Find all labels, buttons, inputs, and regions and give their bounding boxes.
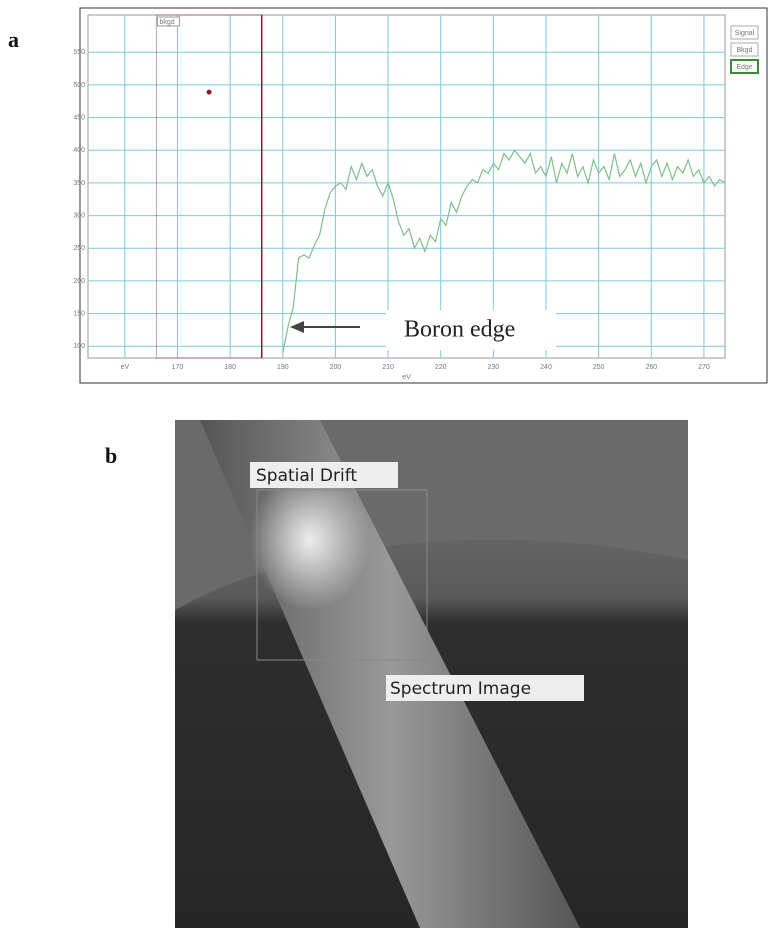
y-tick-label: 450: [73, 114, 85, 121]
x-axis-title: eV: [402, 374, 411, 381]
x-tick-label: 270: [698, 364, 710, 371]
label-bg: [250, 462, 398, 488]
y-tick-label: 350: [73, 180, 85, 187]
marker: [206, 89, 212, 95]
y-tick-label: 300: [73, 212, 85, 219]
series-line: [282, 149, 726, 353]
y-tick-label: 550: [73, 49, 85, 56]
button[interactable]: [730, 42, 759, 57]
x-tick-label: 210: [382, 364, 394, 371]
y-tick-label: 100: [73, 343, 85, 350]
region-label-box: [156, 16, 180, 27]
label-bg: [386, 675, 584, 701]
x-tick-label: eV: [121, 364, 130, 371]
arrow-head: [290, 321, 304, 333]
x-tick-label: 230: [488, 364, 500, 371]
plot-area: [87, 14, 726, 359]
x-tick-label: 240: [540, 364, 552, 371]
panel-label: b: [105, 443, 117, 468]
micrograph: Spatial Drift Spectrum Image: [175, 420, 688, 928]
image-label: Spectrum Image: [390, 679, 531, 699]
button[interactable]: [730, 25, 759, 40]
button-label[interactable]: Signal: [735, 30, 755, 37]
region-label: bkgd: [159, 19, 174, 26]
y-tick-label: 250: [73, 245, 85, 252]
x-tick-label: 170: [172, 364, 184, 371]
x-tick-label: 220: [435, 364, 447, 371]
y-tick-label: 200: [73, 278, 85, 285]
annotation-bg: [386, 310, 556, 350]
y-tick-label: 400: [73, 147, 85, 154]
x-tick-label: 260: [645, 364, 657, 371]
button-label[interactable]: Bkgd: [737, 47, 753, 54]
panel-label: a: [8, 27, 19, 52]
image-glow: [250, 470, 370, 610]
x-tick-label: 180: [224, 364, 236, 371]
drift-box: [256, 489, 428, 661]
y-tick-label: 500: [73, 82, 85, 89]
y-tick-label: 150: [73, 310, 85, 317]
button-label[interactable]: Edge: [736, 64, 752, 71]
x-tick-label: 250: [593, 364, 605, 371]
image-label: Spatial Drift: [256, 466, 357, 486]
button[interactable]: [730, 59, 759, 74]
x-tick-label: 190: [277, 364, 289, 371]
x-tick-label: 200: [330, 364, 342, 371]
annotation: Boron edge: [404, 317, 515, 343]
